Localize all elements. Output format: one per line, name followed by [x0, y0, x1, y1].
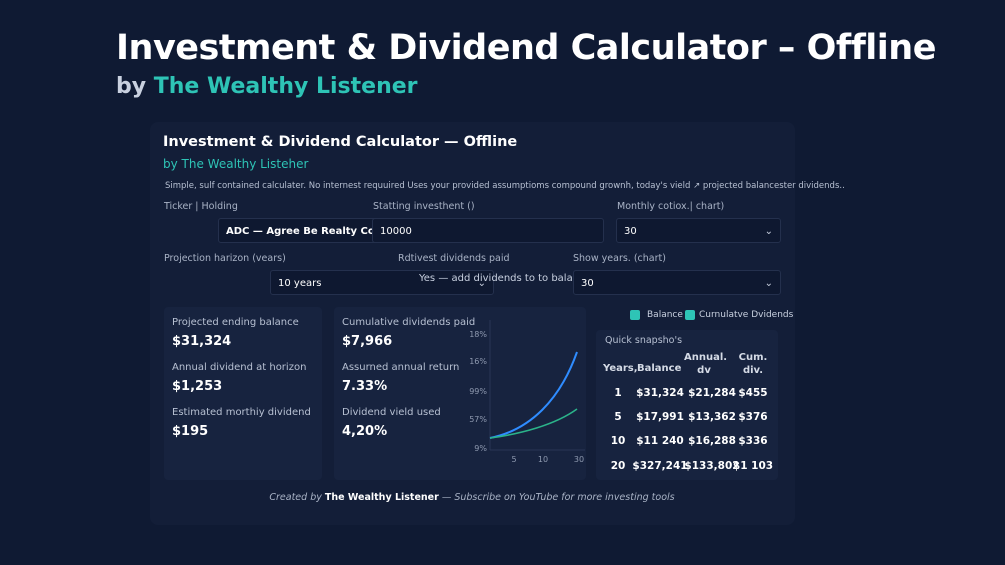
x-tick-label: 10	[537, 455, 549, 464]
field-label: Show years. (chart)	[573, 253, 666, 264]
snapshot-card	[596, 330, 778, 480]
y-tick-label: 9%	[474, 444, 487, 453]
table-header: Years,	[603, 363, 638, 374]
footer-brand: The Wealthy Listener	[324, 492, 439, 503]
footer-prefix: Created by	[269, 492, 322, 503]
y-tick-label: 99%	[469, 387, 487, 396]
field-label: Statting investhent ()	[373, 201, 475, 212]
table-cell: 1	[614, 387, 622, 399]
y-tick-label: 16%	[469, 357, 487, 366]
input[interactable]: 30 ⌄	[616, 218, 781, 243]
input-value: 30	[624, 226, 637, 237]
table-cell: $376	[738, 411, 768, 423]
footer: Created by The Wealthy Listener — Subscr…	[0, 492, 944, 503]
input-value: 10 years	[278, 278, 322, 289]
snapshot-title: Quick snapsho's	[605, 335, 683, 346]
field-label: Rdtivest dividends paid	[398, 253, 510, 264]
table-header: Annual. dv	[684, 352, 728, 376]
field-label: Ticker | Holding	[164, 201, 238, 212]
stat-value: 7.33%	[342, 379, 388, 394]
input-value: 30	[581, 278, 594, 289]
table-cell: 10	[610, 435, 626, 447]
chevron: ⌄	[477, 278, 486, 289]
stats-chart-card	[334, 307, 586, 480]
x-tick-label: 5	[511, 455, 517, 464]
page-title: Investment & Dividend Calculator – Offli…	[116, 28, 936, 68]
stat-value: $7,966	[342, 334, 393, 349]
stat-value: $1,253	[172, 379, 223, 394]
input[interactable]: 10000	[372, 218, 604, 243]
table-cell: $133,802	[684, 460, 740, 472]
byline: by The Wealthy Listener	[116, 74, 418, 99]
input-value: 10000	[380, 226, 412, 237]
legend-swatch	[630, 310, 640, 320]
table-cell: $11 240	[636, 435, 684, 447]
checkbox-label[interactable]: Yes — add dividends to to balance	[419, 273, 591, 284]
mini-chart	[489, 320, 585, 451]
table-cell: $21,284	[688, 387, 736, 399]
table-cell: $1 103	[732, 460, 774, 472]
table-cell: $31,324	[636, 387, 684, 399]
table-cell: 5	[614, 411, 622, 423]
table-cell: $13,362	[688, 411, 736, 423]
y-tick-label: 57%	[469, 415, 487, 424]
table-cell: 20	[610, 460, 626, 472]
x-tick-label: 30	[573, 455, 585, 464]
legend-label: Balance	[647, 310, 683, 320]
stat-value: $195	[172, 424, 209, 439]
stat-label: Assurned annual return	[342, 362, 460, 373]
footer-suffix: — Subscribe on YouTube for more investin…	[441, 492, 675, 503]
table-cell: $17,991	[636, 411, 684, 423]
table-cell: $327,241	[632, 460, 688, 472]
stat-value: $31,324	[172, 334, 232, 349]
byline-brand: The Wealthy Listener	[153, 74, 418, 99]
table-header: Balance	[637, 363, 682, 374]
stat-value: 4,20%	[342, 424, 388, 439]
legend-label: Curnulatve Dvidends	[699, 310, 794, 320]
input[interactable]: 10 years ⌄	[270, 270, 494, 295]
balance-line	[489, 351, 578, 439]
panel-subtitle: by The Wealthy Listeher	[163, 157, 309, 171]
panel-title: Investment & Dividend Calculator — Offli…	[163, 134, 518, 150]
stat-label: Dividend vield used	[342, 407, 441, 418]
field-label: Projection harizon (vears)	[164, 253, 286, 264]
byline-prefix: by	[116, 74, 147, 99]
y-tick-label: 18%	[469, 330, 487, 339]
chevron: ⌄	[764, 278, 773, 289]
table-cell: $455	[738, 387, 768, 399]
stat-label: Cumulative dividends paid	[342, 317, 476, 328]
stat-label: Annual dividend at horizon	[172, 362, 307, 373]
legend-checkbox[interactable]	[685, 310, 695, 320]
chevron: ⌄	[764, 226, 773, 237]
stat-label: Estimated morthiy dividend	[172, 407, 311, 418]
panel-description: Simple, sulf contained calculater. No in…	[165, 181, 845, 191]
table-header: Cum. div.	[738, 352, 768, 376]
dividends-line	[489, 408, 578, 439]
table-cell: $336	[738, 435, 768, 447]
field-label: Monthly cotiox.| chart)	[617, 201, 725, 212]
stats-card	[164, 307, 322, 480]
input-value: ADC — Agree Be Realty Corporation	[226, 226, 428, 237]
stat-label: Projected ending balance	[172, 317, 299, 328]
input[interactable]: 30 ⌄	[573, 270, 781, 295]
table-cell: $16,288	[688, 435, 736, 447]
